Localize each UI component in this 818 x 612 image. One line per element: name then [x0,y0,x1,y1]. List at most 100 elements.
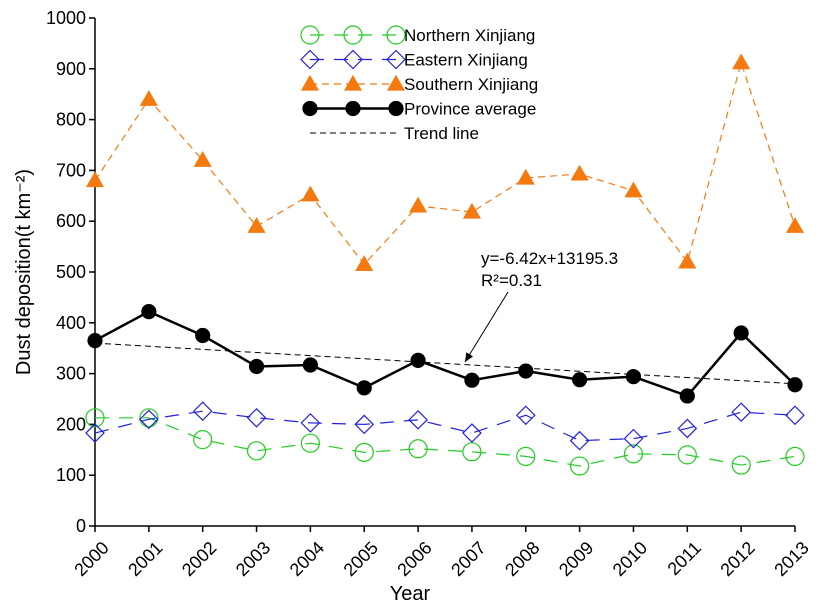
legend-marker [300,74,320,91]
data-point [624,181,643,198]
legend-marker [345,100,361,117]
legend-marker [343,25,363,45]
legend-marker [386,74,406,91]
annotation-arrow [464,291,509,363]
series-line [94,310,796,398]
x-tick-label: 2002 [178,538,220,580]
data-point [677,418,698,439]
data-point [785,405,805,426]
data-point [300,413,321,433]
data-point [193,151,212,167]
data-point [139,90,158,106]
data-point [302,357,318,373]
data-point [408,439,428,459]
y-tick-label: 300 [56,364,86,384]
data-point [785,217,805,233]
data-point [462,423,482,443]
data-point [195,327,211,344]
y-tick-label: 900 [56,59,86,79]
data-point [354,442,374,462]
data-point [410,352,426,368]
series-line [94,60,796,266]
y-tick-label: 700 [56,160,86,180]
data-point [248,358,265,375]
x-tick-label: 2009 [555,538,597,580]
legend-label: Eastern Xinjiang [404,51,528,70]
x-tick-label: 2010 [609,538,651,580]
x-tick-label: 2000 [70,538,112,580]
series-line [94,410,796,442]
data-point [732,53,751,70]
y-tick-label: 100 [56,465,86,485]
data-point [193,430,213,450]
data-point [462,202,481,219]
legend-marker [343,74,363,91]
x-tick-label: 2005 [340,538,382,580]
data-point [246,407,267,428]
y-tick-label: 0 [76,516,86,536]
x-tick-label: 2012 [716,538,758,580]
y-tick-label: 600 [56,211,86,231]
series-line [95,417,796,467]
x-tick-label: 2011 [664,538,706,580]
data-point [733,325,749,341]
legend-marker [300,25,320,45]
data-point [141,304,157,320]
data-point [516,168,535,185]
data-point [787,377,803,393]
annotation: y=-6.42x+13195.3 [481,249,618,268]
y-tick-label: 500 [56,262,86,282]
data-point [409,196,428,213]
data-point [518,363,534,379]
legend-label: Southern Xinjiang [404,75,538,94]
data-point [731,402,752,423]
data-point [246,441,267,461]
data-point [623,444,644,464]
x-tick-label: 2004 [286,538,328,580]
data-point [731,455,751,475]
x-tick-label: 2003 [232,538,274,580]
data-point [623,428,644,449]
y-tick-label: 800 [56,110,86,130]
data-point [570,164,589,181]
annotation: R²=0.31 [481,271,542,290]
data-point [139,408,159,428]
data-point [569,430,590,451]
y-tick-label: 1000 [46,8,86,28]
trend-line [94,342,796,385]
data-point [356,380,372,396]
legend-marker [302,100,318,117]
data-point [408,409,428,430]
data-point [355,255,374,271]
data-point [516,446,536,467]
x-tick-label: 2008 [501,538,543,580]
data-point [515,405,536,426]
data-point [570,456,590,476]
data-point [785,446,805,467]
data-point [625,369,642,385]
legend-marker [386,49,406,70]
data-point [677,445,697,465]
legend-marker [386,25,406,45]
data-point [678,252,697,269]
y-tick-label: 200 [56,414,86,434]
data-point [679,388,695,404]
y-axis-label: Dust deposition(t km⁻²) [13,169,35,375]
legend-label: Province average [404,100,536,119]
legend-marker [388,100,404,117]
data-point [192,401,213,422]
x-tick-label: 2013 [770,538,812,580]
legend-label: Trend line [404,124,479,143]
data-point [85,423,105,443]
legend-marker [300,49,320,70]
data-point [85,171,105,188]
data-point [138,409,159,430]
data-point [300,433,320,453]
data-point [247,217,266,233]
y-tick-label: 400 [56,313,86,333]
x-axis-label: Year [390,583,431,605]
x-tick-label: 2007 [447,538,489,580]
x-tick-label: 2006 [393,538,435,580]
data-point [301,185,320,202]
